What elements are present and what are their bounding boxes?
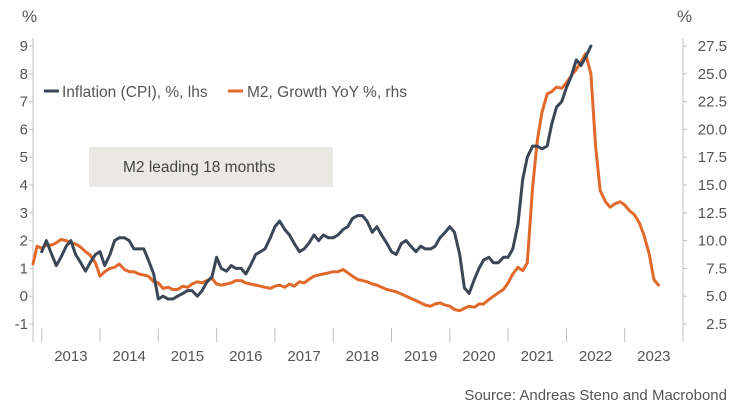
- x-tick-label: 2018: [346, 348, 379, 365]
- left-tick-label: 7: [20, 94, 28, 111]
- axis-lines: [32, 38, 684, 342]
- right-axis-ticks: 2.5 5.0 7.5 10.0 12.5 15.0 17.5 20.0 22.5 25.0 27.…: [683, 38, 727, 333]
- right-tick-label: 25.0: [698, 66, 727, 83]
- x-tick-label: 2014: [113, 348, 146, 365]
- series-line-m2: [31, 52, 660, 313]
- left-tick-label: -1: [15, 316, 28, 333]
- left-axis-unit: %: [22, 7, 37, 26]
- right-tick-label: 17.5: [698, 149, 727, 166]
- right-tick-label: 10.0: [698, 233, 727, 250]
- left-tick-label: 0: [20, 288, 28, 305]
- right-tick-label: 12.5: [698, 205, 727, 222]
- x-tick-label: 2019: [404, 348, 437, 365]
- series-lines: [31, 44, 660, 313]
- left-tick-label: 6: [20, 121, 28, 138]
- x-tick-label: 2016: [229, 348, 262, 365]
- right-tick-label: 20.0: [698, 121, 727, 138]
- right-tick-label: 5.0: [706, 288, 727, 305]
- x-axis-ticks: 2013 2014 2015 2016 2017 2018 2019 2020 2021 2022…: [41, 328, 684, 365]
- left-tick-label: 5: [20, 149, 28, 166]
- x-tick-label: 2020: [462, 348, 495, 365]
- x-tick-label: 2023: [637, 348, 670, 365]
- x-tick-label: 2013: [54, 348, 87, 365]
- series-line-cpi: [40, 44, 593, 301]
- left-tick-label: 2: [20, 233, 28, 250]
- left-tick-label: 1: [20, 260, 28, 277]
- left-tick-label: 8: [20, 66, 28, 83]
- x-tick-label: 2021: [521, 348, 554, 365]
- right-tick-label: 7.5: [706, 260, 727, 277]
- left-tick-label: 4: [20, 177, 28, 194]
- x-tick-label: 2017: [287, 348, 320, 365]
- source-note: Source: Andreas Steno and Macrobond: [464, 387, 727, 404]
- right-tick-label: 22.5: [698, 94, 727, 111]
- annotation-text: M2 leading 18 months: [123, 159, 276, 176]
- right-tick-label: 27.5: [698, 38, 727, 55]
- x-tick-label: 2015: [171, 348, 204, 365]
- right-tick-label: 15.0: [698, 177, 727, 194]
- legend: Inflation (CPI), %, lhs M2, Growth YoY %…: [44, 84, 407, 101]
- annotation-box: M2 leading 18 months: [89, 147, 333, 187]
- legend-label-cpi: Inflation (CPI), %, lhs: [62, 84, 208, 101]
- left-tick-label: 9: [20, 38, 28, 55]
- right-tick-label: 2.5: [706, 316, 727, 333]
- legend-label-m2: M2, Growth YoY %, rhs: [247, 84, 407, 101]
- annotation-background: [89, 147, 333, 187]
- x-tick-label: 2022: [579, 348, 612, 365]
- left-tick-label: 3: [20, 205, 28, 222]
- right-axis-unit: %: [677, 7, 692, 26]
- left-axis-ticks: -1 0 1 2 3 4 5 6 7 8 9: [15, 38, 33, 333]
